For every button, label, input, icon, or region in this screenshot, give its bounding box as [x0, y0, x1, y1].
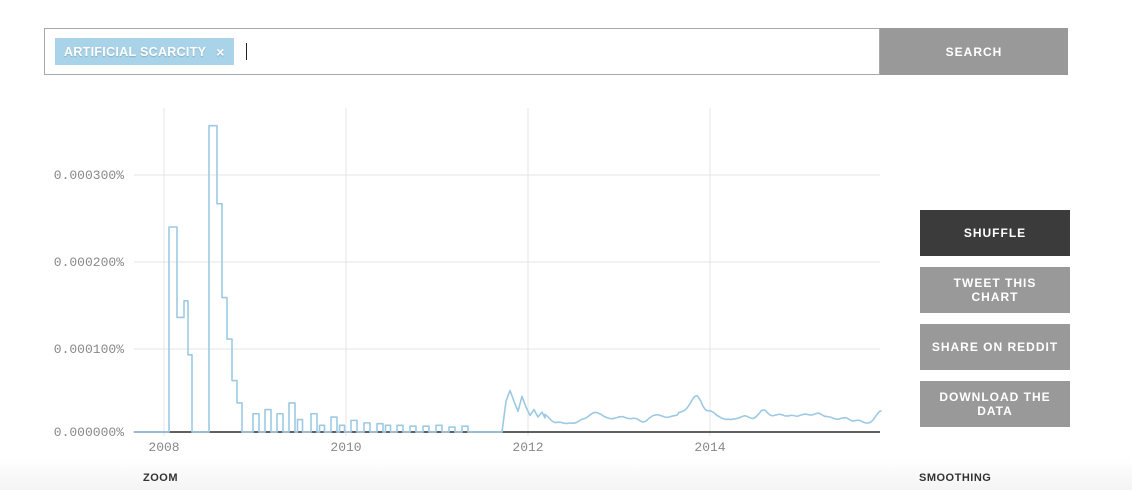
svg-text:0.000100%: 0.000100%	[54, 342, 124, 357]
svg-text:2008: 2008	[148, 440, 179, 455]
svg-text:2012: 2012	[512, 440, 543, 455]
svg-text:2014: 2014	[694, 440, 725, 455]
svg-text:2010: 2010	[330, 440, 361, 455]
svg-text:0.000300%: 0.000300%	[54, 168, 124, 183]
svg-text:0.000000%: 0.000000%	[54, 425, 124, 440]
svg-text:0.000200%: 0.000200%	[54, 255, 124, 270]
